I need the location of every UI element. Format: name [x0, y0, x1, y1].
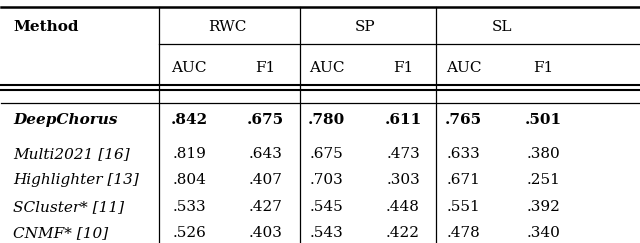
Text: F1: F1	[533, 61, 554, 75]
Text: .251: .251	[527, 173, 561, 187]
Text: .526: .526	[172, 226, 206, 240]
Text: .780: .780	[308, 113, 345, 127]
Text: AUC: AUC	[446, 61, 481, 75]
Text: .340: .340	[527, 226, 561, 240]
Text: .392: .392	[527, 200, 561, 214]
Text: CNMF* [10]: CNMF* [10]	[13, 226, 109, 240]
Text: .671: .671	[447, 173, 481, 187]
Text: .427: .427	[249, 200, 283, 214]
Text: .303: .303	[386, 173, 420, 187]
Text: .819: .819	[172, 147, 206, 161]
Text: .611: .611	[385, 113, 422, 127]
Text: .422: .422	[386, 226, 420, 240]
Text: .448: .448	[386, 200, 420, 214]
Text: .543: .543	[310, 226, 343, 240]
Text: .675: .675	[247, 113, 284, 127]
Text: AUC: AUC	[172, 61, 207, 75]
Text: .403: .403	[249, 226, 283, 240]
Text: F1: F1	[393, 61, 413, 75]
Text: SL: SL	[492, 20, 512, 34]
Text: SCluster* [11]: SCluster* [11]	[13, 200, 125, 214]
Text: .380: .380	[527, 147, 561, 161]
Text: .545: .545	[310, 200, 343, 214]
Text: .804: .804	[172, 173, 206, 187]
Text: .703: .703	[310, 173, 343, 187]
Text: DeepChorus: DeepChorus	[13, 113, 118, 127]
Text: .643: .643	[249, 147, 283, 161]
Text: .501: .501	[525, 113, 562, 127]
Text: RWC: RWC	[208, 20, 246, 34]
Text: SP: SP	[355, 20, 375, 34]
Text: .478: .478	[447, 226, 481, 240]
Text: .765: .765	[445, 113, 483, 127]
Text: .473: .473	[386, 147, 420, 161]
Text: AUC: AUC	[308, 61, 344, 75]
Text: .407: .407	[249, 173, 283, 187]
Text: .633: .633	[447, 147, 481, 161]
Text: Multi2021 [16]: Multi2021 [16]	[13, 147, 130, 161]
Text: .675: .675	[310, 147, 343, 161]
Text: F1: F1	[255, 61, 276, 75]
Text: .842: .842	[170, 113, 207, 127]
Text: Highlighter [13]: Highlighter [13]	[13, 173, 140, 187]
Text: .551: .551	[447, 200, 481, 214]
Text: .533: .533	[172, 200, 206, 214]
Text: Method: Method	[13, 20, 79, 34]
